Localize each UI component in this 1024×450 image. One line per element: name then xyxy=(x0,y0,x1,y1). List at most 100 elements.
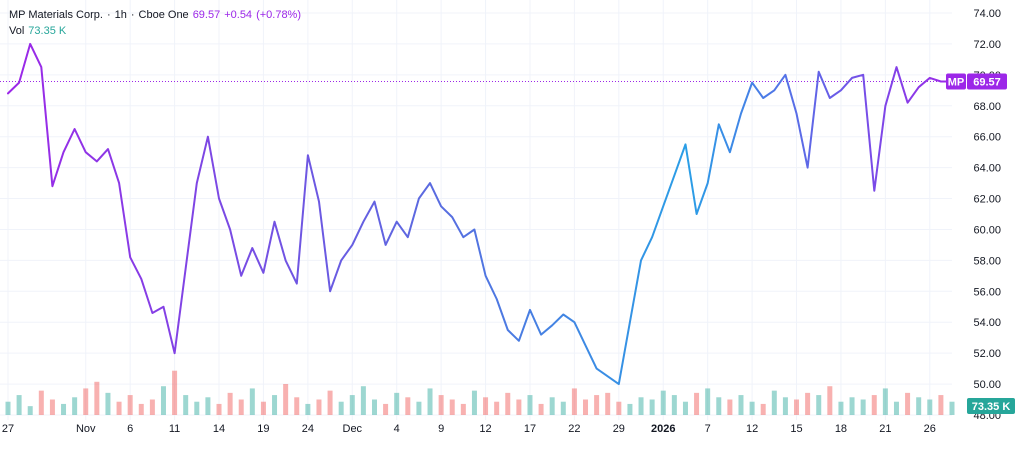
volume-bar xyxy=(527,395,533,415)
price-axis[interactable]: 74.0072.0070.0068.0066.0064.0062.0060.00… xyxy=(973,8,1001,422)
volume-bar xyxy=(927,399,933,415)
volume-bar xyxy=(16,395,22,415)
volume-bar xyxy=(371,399,377,415)
volume-bar xyxy=(671,395,677,415)
volume-bar xyxy=(83,388,89,415)
price-value-badge xyxy=(967,73,1007,90)
volume-bar xyxy=(205,397,211,415)
volume-bar xyxy=(760,403,766,415)
volume-bar xyxy=(616,401,622,415)
x-tick-label: 21 xyxy=(879,423,891,435)
volume-bar xyxy=(649,399,655,415)
volume-bar xyxy=(738,395,744,415)
legend-change: +0.54 xyxy=(224,9,253,21)
y-tick-label: 60.00 xyxy=(973,224,1001,236)
y-tick-label: 68.00 xyxy=(973,101,1001,113)
x-tick-label: Nov xyxy=(76,423,96,435)
volume-bar xyxy=(327,390,333,415)
y-tick-label: 62.00 xyxy=(973,194,1001,206)
x-tick-label: 19 xyxy=(257,423,269,435)
volume-bar xyxy=(782,397,788,415)
volume-bar xyxy=(716,397,722,415)
volume-bar xyxy=(916,397,922,415)
volume-bar xyxy=(216,403,222,415)
legend-vol-value: 73.35 K xyxy=(28,25,67,37)
volume-bar xyxy=(94,381,100,415)
volume-bar xyxy=(316,399,322,415)
price-series xyxy=(7,42,953,386)
volume-bar xyxy=(283,384,289,415)
legend-volume-row[interactable]: Vol 73.35 K xyxy=(9,23,301,39)
volume-bar xyxy=(160,386,166,415)
y-tick-label: 58.00 xyxy=(973,255,1001,267)
volume-bar xyxy=(794,399,800,415)
volume-bar xyxy=(749,401,755,415)
volume-bar xyxy=(694,392,700,415)
volume-bar xyxy=(660,390,666,415)
legend-exchange: Cboe One xyxy=(138,9,189,21)
legend-change-pct: (+0.78%) xyxy=(256,9,302,21)
volume-bar xyxy=(249,388,255,415)
volume-bar xyxy=(416,401,422,415)
price-value-badge-text: 69.57 xyxy=(973,76,1001,88)
x-tick-label: 22 xyxy=(568,423,580,435)
legend-symbol-row[interactable]: MP Materials Corp. · 1h · Cboe One 69.57… xyxy=(9,7,301,23)
price-ticker-badge xyxy=(946,73,966,90)
volume-bar xyxy=(560,401,566,415)
volume-bar xyxy=(405,397,411,415)
y-tick-label: 56.00 xyxy=(973,286,1001,298)
x-tick-label: 29 xyxy=(613,423,625,435)
volume-bar xyxy=(893,401,899,415)
volume-bar xyxy=(494,401,500,415)
volume-bar xyxy=(149,399,155,415)
volume-bar xyxy=(394,392,400,415)
volume-bar xyxy=(383,403,389,415)
volume-bar xyxy=(38,390,44,415)
y-tick-label: 66.00 xyxy=(973,132,1001,144)
legend-separator-2: · xyxy=(130,9,135,21)
legend-separator: · xyxy=(106,9,111,21)
volume-bar xyxy=(516,399,522,415)
volume-bar xyxy=(227,392,233,415)
volume-bar xyxy=(460,403,466,415)
volume-bar xyxy=(571,388,577,415)
volume-bar xyxy=(483,397,489,415)
volume-bar xyxy=(138,403,144,415)
volume-bar xyxy=(471,390,477,415)
volume-bar xyxy=(49,399,55,415)
y-tick-label: 52.00 xyxy=(973,348,1001,360)
x-tick-label: 7 xyxy=(705,423,711,435)
y-tick-label: 72.00 xyxy=(973,39,1001,51)
volume-bar xyxy=(427,388,433,415)
volume-bar xyxy=(938,395,944,415)
x-tick-label: 18 xyxy=(835,423,847,435)
volume-value-badge xyxy=(967,398,1015,414)
x-tick-label: 17 xyxy=(524,423,536,435)
volume-bar xyxy=(905,392,911,415)
volume-bar xyxy=(638,397,644,415)
y-tick-label: 50.00 xyxy=(973,379,1001,391)
x-tick-label: 9 xyxy=(438,423,444,435)
x-tick-label: 26 xyxy=(924,423,936,435)
volume-bar xyxy=(549,397,555,415)
x-tick-label: 14 xyxy=(213,423,225,435)
x-tick-label: 2026 xyxy=(651,423,675,435)
grid-lines xyxy=(0,0,952,420)
x-tick-label: 12 xyxy=(746,423,758,435)
volume-bar xyxy=(105,392,111,415)
time-axis[interactable]: 27 Nov 6 11 14 19 24 Dec 4 9 12 17 22 29 2026 7 12 15 18 21… xyxy=(2,423,936,435)
y-tick-label: 74.00 xyxy=(973,8,1001,20)
volume-bar xyxy=(705,388,711,415)
legend-last-price: 69.57 xyxy=(192,9,221,21)
volume-bar xyxy=(727,399,733,415)
volume-bar xyxy=(27,406,33,415)
volume-bar xyxy=(172,370,178,415)
x-tick-label: 24 xyxy=(302,423,314,435)
volume-bar xyxy=(627,403,633,415)
legend-interval: 1h xyxy=(114,9,127,21)
volume-bar xyxy=(838,401,844,415)
volume-value-badge-text: 73.35 K xyxy=(972,401,1011,413)
volume-bar xyxy=(272,395,278,415)
volume-bar xyxy=(5,401,11,415)
